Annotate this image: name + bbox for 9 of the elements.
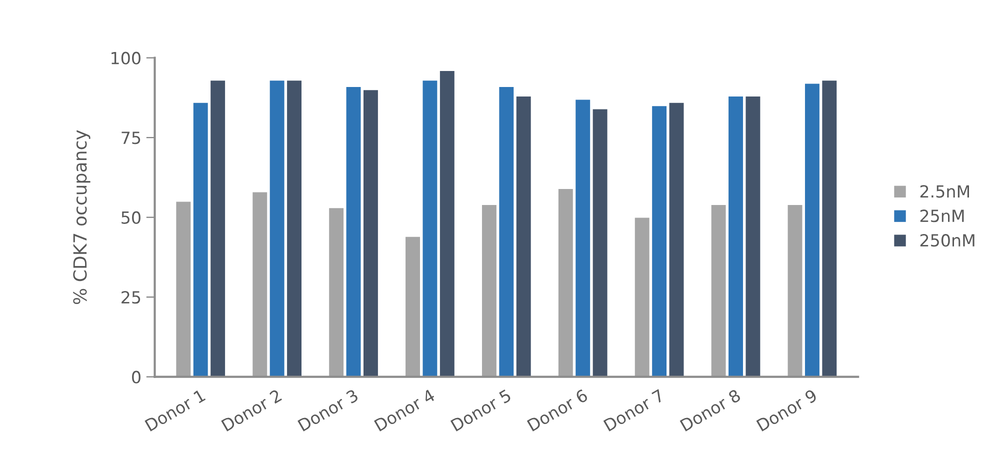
y-axis-title: % CDK7 occupancy bbox=[73, 130, 90, 304]
legend-label: 250nM bbox=[920, 234, 974, 247]
legend-label: 25nM bbox=[920, 210, 964, 222]
y-tick-label: 25 bbox=[122, 291, 140, 304]
y-tick-label: 75 bbox=[122, 132, 140, 144]
y-tick-label: 100 bbox=[112, 52, 140, 64]
y-tick-label: 50 bbox=[122, 211, 140, 224]
y-tick-label: 0 bbox=[132, 370, 140, 384]
legend-label: 2.5nM bbox=[920, 185, 969, 198]
